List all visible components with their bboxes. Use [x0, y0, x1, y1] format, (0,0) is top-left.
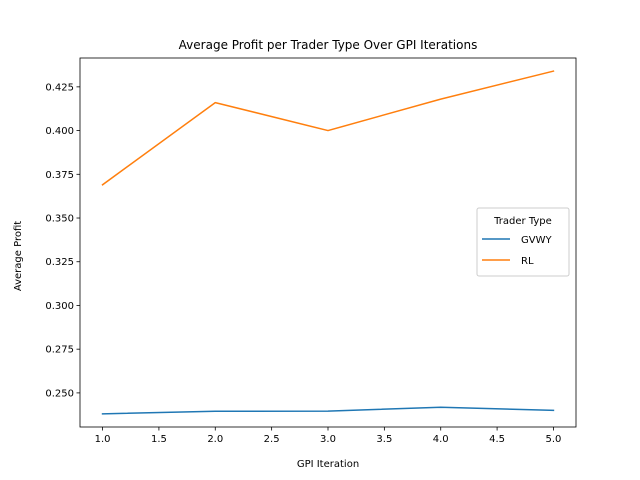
x-tick-label: 3.5 — [376, 434, 392, 445]
legend-label-gvwy: GVWY — [521, 235, 552, 246]
y-tick-label: 0.250 — [45, 388, 74, 399]
y-tick-label: 0.350 — [45, 214, 74, 225]
chart-title: Average Profit per Trader Type Over GPI … — [179, 38, 478, 52]
y-tick-label: 0.375 — [45, 170, 74, 181]
y-tick-label: 0.325 — [45, 257, 74, 268]
x-axis-label: GPI Iteration — [297, 459, 359, 470]
x-tick-label: 5.0 — [546, 434, 562, 445]
legend-box — [476, 207, 570, 277]
x-tick-label: 1.0 — [95, 434, 111, 445]
x-tick-label: 4.0 — [433, 434, 449, 445]
series-line-rl — [101, 70, 555, 186]
series-line-gvwy — [101, 406, 555, 415]
y-tick-label: 0.400 — [45, 126, 74, 137]
x-tick-label: 2.0 — [207, 434, 223, 445]
plot-area: 1.0 1.5 2.0 2.5 3.0 3.5 4.0 4.5 5.0 0.250 0.275 0.3… — [45, 57, 577, 445]
x-tick-label: 4.5 — [489, 434, 505, 445]
y-tick-label: 0.275 — [45, 345, 74, 356]
y-tick-label: 0.300 — [45, 301, 74, 312]
legend: Trader Type GVWY RL — [476, 207, 570, 277]
legend-title: Trader Type — [493, 216, 552, 227]
x-tick-label: 1.5 — [151, 434, 167, 445]
y-tick-label: 0.425 — [45, 82, 74, 93]
legend-label-rl: RL — [521, 256, 534, 267]
x-tick-label: 2.5 — [264, 434, 280, 445]
y-axis-label: Average Profit — [13, 221, 24, 291]
x-tick-label: 3.0 — [320, 434, 336, 445]
